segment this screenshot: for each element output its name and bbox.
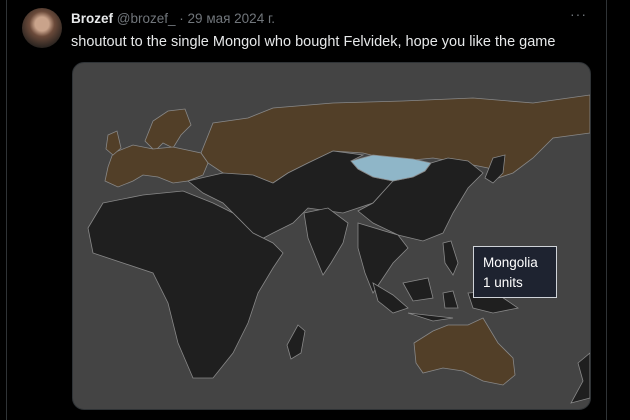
map-countries — [87, 94, 590, 404]
map-tooltip: Mongolia 1 units — [473, 246, 557, 298]
country-australia — [413, 317, 516, 386]
avatar[interactable] — [22, 8, 62, 48]
more-horizontal-icon[interactable]: ··· — [570, 6, 587, 22]
country-madagascar — [286, 324, 306, 360]
country-new-zealand — [570, 352, 590, 404]
country-japan — [484, 154, 506, 184]
tooltip-country: Mongolia — [483, 255, 538, 270]
region-indonesia — [372, 277, 520, 322]
country-india — [303, 207, 349, 276]
tweet-header: Brozef @brozef_ · 29 мая 2024 г. — [71, 11, 275, 26]
country-mongolia — [350, 154, 432, 182]
country-uk — [105, 130, 122, 156]
separator: · — [179, 11, 184, 26]
author-name[interactable]: Brozef — [71, 11, 114, 26]
tooltip-value: 1 units — [483, 275, 523, 290]
tweet-text: shoutout to the single Mongol who bought… — [71, 34, 556, 50]
author-handle[interactable]: @brozef_ — [116, 11, 176, 26]
tweet-date[interactable]: 29 мая 2024 г. — [187, 11, 275, 26]
region-europe — [104, 144, 209, 188]
timeline-divider — [606, 0, 607, 420]
timeline-divider — [6, 0, 7, 420]
region-africa — [87, 190, 284, 379]
region-southeast-asia — [357, 222, 409, 294]
country-scandinavia — [144, 108, 192, 152]
country-philippines — [442, 240, 459, 276]
tweet-media-map[interactable]: Mongolia 1 units — [72, 62, 591, 410]
